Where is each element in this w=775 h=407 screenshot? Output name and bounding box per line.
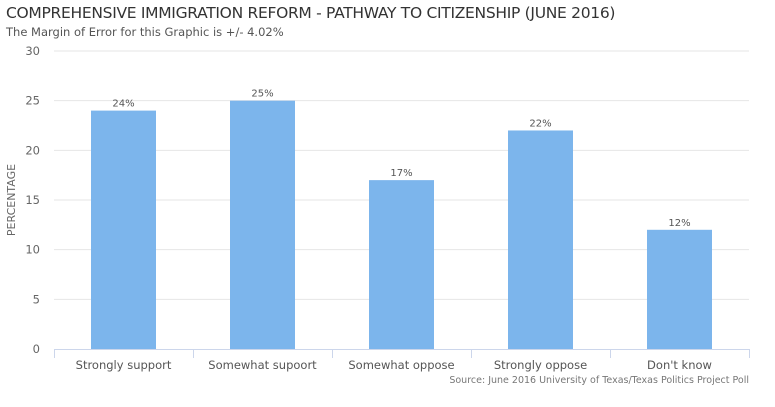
bar [508,130,573,349]
y-tick-label: 0 [33,342,40,356]
x-tick-label: Somewhat supoort [208,358,317,372]
data-label: 17% [390,168,412,179]
y-tick-label: 15 [25,193,40,207]
y-axis-label: PERCENTAGE [5,164,18,236]
y-tick-label: 10 [25,243,40,257]
bar [647,229,712,349]
data-label: 24% [112,99,134,110]
y-tick-label: 30 [25,44,40,58]
chart-title: COMPREHENSIVE IMMIGRATION REFORM - PATHW… [6,4,616,22]
bar [369,180,434,349]
data-label: 25% [251,89,273,100]
y-tick-label: 20 [25,143,40,157]
data-label: 22% [529,118,551,129]
x-tick-label: Strongly oppose [494,358,587,372]
x-tick-label: Strongly support [76,358,172,372]
chart-source: Source: June 2016 University of Texas/Te… [449,375,749,386]
bar [91,110,156,349]
y-tick-label: 25 [25,94,40,108]
y-tick-label: 5 [33,292,40,306]
bar [230,100,295,350]
x-tick-label: Don't know [647,358,712,372]
chart-subtitle: The Margin of Error for this Graphic is … [6,25,284,39]
data-label: 12% [668,218,690,229]
x-tick-label: Somewhat oppose [348,358,454,372]
